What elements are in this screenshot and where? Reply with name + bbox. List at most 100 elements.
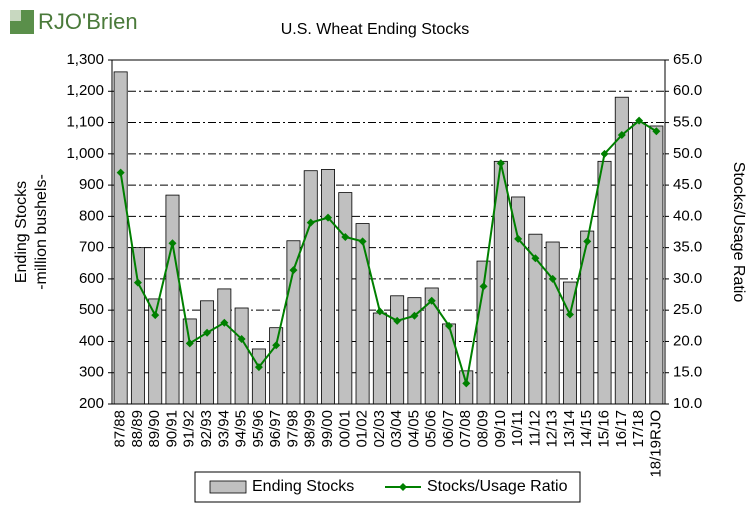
marker xyxy=(341,233,350,242)
y2-tick-label: 35.0 xyxy=(673,239,702,256)
chart-title: U.S. Wheat Ending Stocks xyxy=(281,21,470,38)
x-tick-label: 92/93 xyxy=(198,410,215,448)
y-tick-label: 500 xyxy=(79,301,104,318)
x-tick-label: 03/04 xyxy=(388,410,405,448)
legend-box xyxy=(194,471,581,503)
bar xyxy=(130,247,145,405)
plot-frame xyxy=(111,59,666,405)
x-tick-label: 06/07 xyxy=(440,410,457,448)
marker xyxy=(203,328,212,337)
marker xyxy=(324,213,333,222)
line xyxy=(119,119,657,384)
marker xyxy=(427,296,436,305)
x-tick-label: 93/94 xyxy=(215,410,232,448)
x-tick-label: 10/11 xyxy=(509,410,526,446)
bar xyxy=(511,196,526,405)
bar xyxy=(165,194,180,405)
y-tick-label: 1,100 xyxy=(66,114,104,131)
marker xyxy=(168,239,177,248)
x-tick-label: 96/97 xyxy=(267,410,284,448)
marker xyxy=(375,307,384,316)
x-tick-label: 94/95 xyxy=(233,410,250,448)
legend-marker xyxy=(399,483,407,491)
x-tick-label: 18/19RJO xyxy=(647,410,664,478)
y2-tick-label: 60.0 xyxy=(673,82,702,99)
bar xyxy=(182,318,197,405)
bar xyxy=(390,295,405,405)
marker xyxy=(358,237,367,246)
bar xyxy=(338,192,353,405)
marker xyxy=(600,149,609,158)
y2-tick-label: 30.0 xyxy=(673,270,702,287)
y2-tick-label: 20.0 xyxy=(673,332,702,349)
y2-tick-label: 15.0 xyxy=(673,364,702,381)
marker xyxy=(393,316,402,325)
y-tick-label: 1,300 xyxy=(66,51,104,68)
marker xyxy=(237,334,246,343)
bar xyxy=(355,223,370,405)
y2-tick-label: 25.0 xyxy=(673,301,702,318)
x-tick-label: 89/90 xyxy=(146,410,163,448)
y2-tick-label: 10.0 xyxy=(673,395,702,412)
x-tick-label: 09/10 xyxy=(492,410,509,448)
y2-tick-label: 45.0 xyxy=(673,176,702,193)
bar xyxy=(251,348,266,405)
marker xyxy=(635,116,644,125)
marker xyxy=(565,310,574,319)
bar xyxy=(200,300,215,405)
x-tick-label: 02/03 xyxy=(371,410,388,448)
marker xyxy=(617,131,626,140)
bar xyxy=(217,288,232,405)
marker xyxy=(462,379,471,388)
logo: RJO'Brien xyxy=(38,9,138,34)
marker xyxy=(151,311,160,320)
bar xyxy=(597,160,612,405)
bar xyxy=(632,122,647,405)
bar xyxy=(372,312,387,405)
y-axis-label: -million bushels- xyxy=(33,174,50,290)
bar xyxy=(614,96,629,405)
x-tick-label: 95/96 xyxy=(250,410,267,448)
y-tick-label: 200 xyxy=(79,395,104,412)
x-tick-label: 16/17 xyxy=(613,410,630,448)
x-tick-label: 87/88 xyxy=(112,410,129,448)
bar xyxy=(303,170,318,405)
bar xyxy=(459,370,474,405)
y-axis-label: Ending Stocks xyxy=(13,181,30,283)
bar xyxy=(234,307,249,405)
legend-label: Ending Stocks xyxy=(252,478,354,495)
marker xyxy=(410,311,419,320)
logo-icon-part xyxy=(10,10,21,21)
marker xyxy=(479,282,488,291)
marker xyxy=(306,218,315,227)
y-tick-label: 400 xyxy=(79,332,104,349)
bar xyxy=(649,125,664,405)
y-tick-label: 1,200 xyxy=(66,82,104,99)
x-tick-label: 17/18 xyxy=(630,410,647,448)
x-tick-label: 88/89 xyxy=(129,410,146,448)
x-tick-label: 99/00 xyxy=(319,410,336,448)
y2-tick-label: 55.0 xyxy=(673,114,702,131)
bar xyxy=(442,323,456,405)
bar xyxy=(286,240,301,405)
x-tick-label: 91/92 xyxy=(181,410,198,448)
x-tick-label: 97/98 xyxy=(284,410,301,448)
x-tick-label: 13/14 xyxy=(561,410,578,448)
bar xyxy=(113,71,128,405)
bar xyxy=(269,327,284,405)
x-tick-label: 11/12 xyxy=(526,410,543,446)
marker xyxy=(116,168,125,177)
bar xyxy=(545,241,560,405)
legend-label: Stocks/Usage Ratio xyxy=(427,478,568,495)
y-tick-label: 1,000 xyxy=(66,145,104,162)
x-tick-label: 08/09 xyxy=(475,410,492,448)
y-tick-label: 700 xyxy=(79,239,104,256)
marker xyxy=(583,237,592,246)
marker xyxy=(514,234,523,243)
marker xyxy=(272,341,281,350)
marker xyxy=(220,318,229,327)
marker xyxy=(548,274,557,283)
marker xyxy=(531,254,540,263)
